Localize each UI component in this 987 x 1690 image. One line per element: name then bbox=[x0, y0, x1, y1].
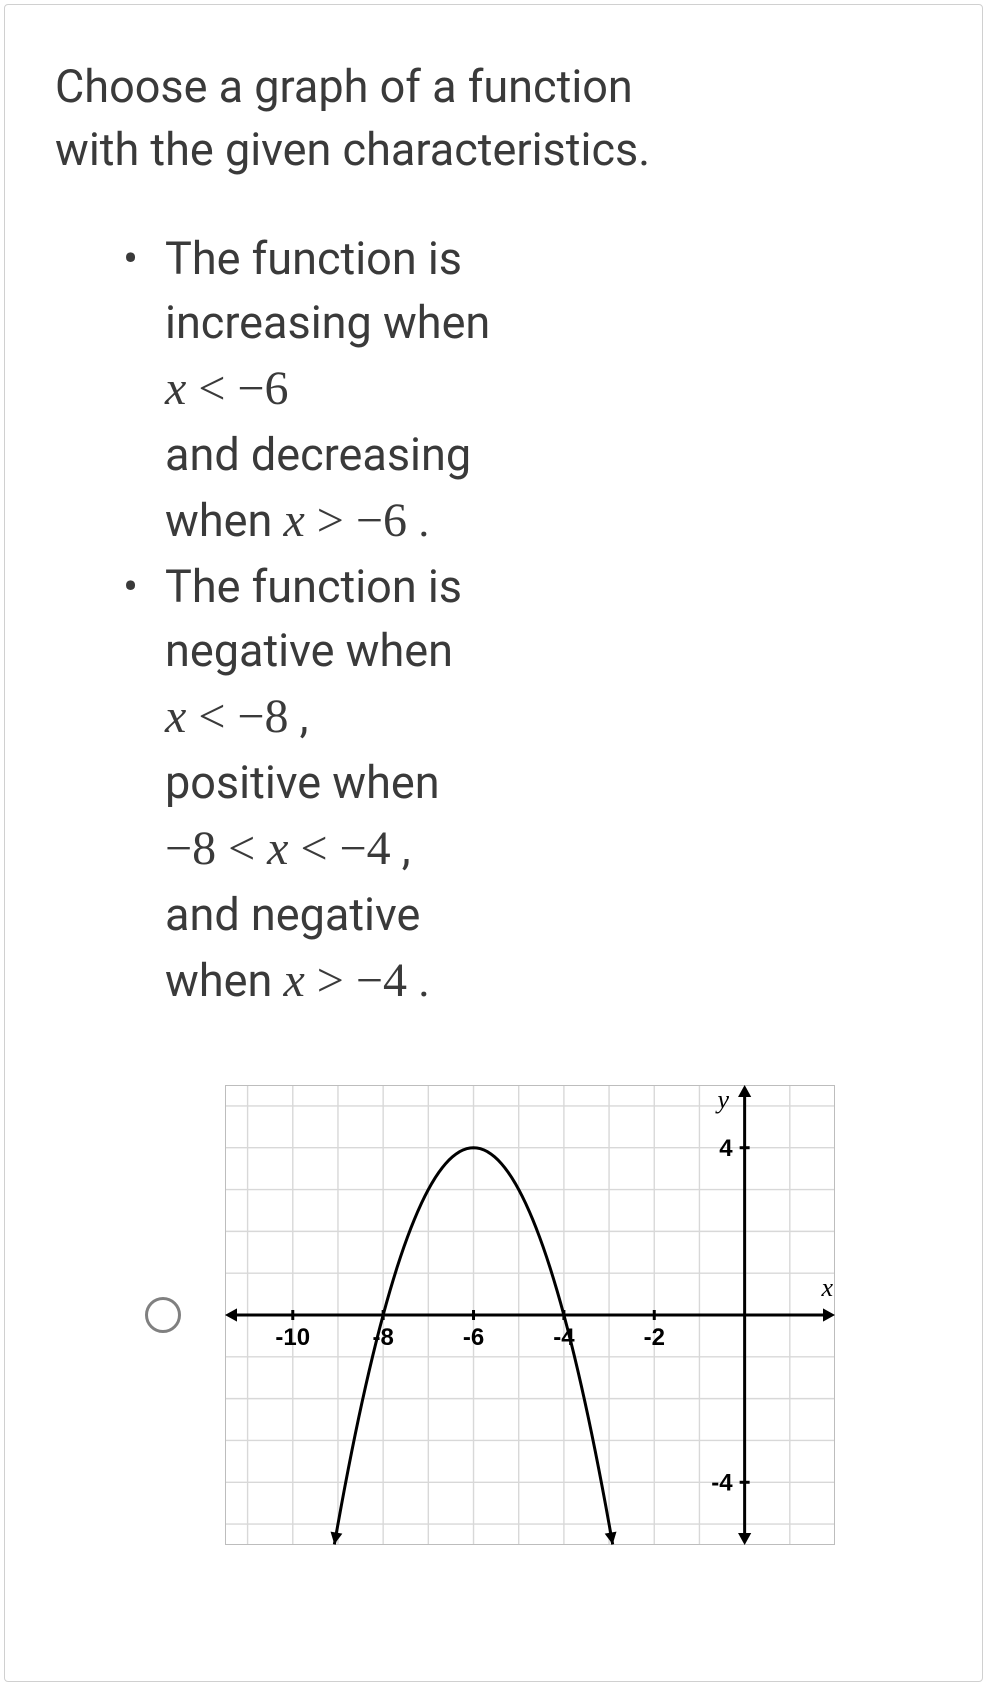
math-num: −8 bbox=[165, 822, 216, 875]
math-var-x: x bbox=[283, 954, 304, 1007]
b1-text: The function is bbox=[165, 232, 462, 285]
math-num: −6 bbox=[356, 494, 407, 547]
b2-text: . bbox=[407, 954, 430, 1007]
svg-text:-2: -2 bbox=[644, 1324, 665, 1351]
characteristics-list: The function is increasing when x < −6 a… bbox=[55, 227, 675, 1015]
svg-text:x: x bbox=[820, 1273, 833, 1302]
math-op: < bbox=[186, 362, 237, 415]
math-op: < bbox=[288, 822, 339, 875]
b2-text: and negative bbox=[165, 888, 420, 941]
math-num: −4 bbox=[356, 954, 407, 1007]
graph-svg: -10-8-6-4-24-4xy bbox=[225, 1085, 835, 1545]
math-var-x: x bbox=[165, 690, 186, 743]
math-op: < bbox=[186, 690, 237, 743]
b2-text: negative when bbox=[165, 624, 453, 677]
question-prompt: Choose a graph of a function with the gi… bbox=[55, 55, 655, 181]
bullet-1: The function is increasing when x < −6 a… bbox=[165, 227, 675, 555]
b1-text: increasing when bbox=[165, 296, 490, 349]
question-frame: Choose a graph of a function with the gi… bbox=[4, 4, 983, 1682]
math-var-x: x bbox=[165, 362, 186, 415]
math-op: < bbox=[216, 822, 267, 875]
svg-text:-4: -4 bbox=[711, 1470, 733, 1497]
math-op: > bbox=[305, 954, 356, 1007]
svg-text:4: 4 bbox=[719, 1135, 733, 1162]
b1-text: and decreasing bbox=[165, 428, 471, 481]
math-num: −8 bbox=[237, 690, 288, 743]
b1-text: . bbox=[407, 494, 430, 547]
b2-text: , bbox=[288, 690, 308, 743]
math-num: −6 bbox=[237, 362, 288, 415]
math-op: > bbox=[305, 494, 356, 547]
math-var-x: x bbox=[267, 822, 288, 875]
answer-radio[interactable] bbox=[145, 1297, 181, 1333]
svg-text:y: y bbox=[715, 1085, 730, 1114]
math-num: −4 bbox=[340, 822, 391, 875]
svg-text:-6: -6 bbox=[463, 1324, 484, 1351]
bullet-2: The function is negative when x < −8 , p… bbox=[165, 555, 675, 1015]
answer-option-row: -10-8-6-4-24-4xy bbox=[55, 1085, 932, 1545]
answer-graph: -10-8-6-4-24-4xy bbox=[225, 1085, 835, 1545]
b2-text: The function is bbox=[165, 560, 462, 613]
b2-text: when bbox=[165, 954, 283, 1007]
b2-text: , bbox=[391, 822, 411, 875]
svg-text:-10: -10 bbox=[275, 1324, 310, 1351]
math-var-x: x bbox=[283, 494, 304, 547]
b1-text: when bbox=[165, 494, 283, 547]
b2-text: positive when bbox=[165, 756, 440, 809]
